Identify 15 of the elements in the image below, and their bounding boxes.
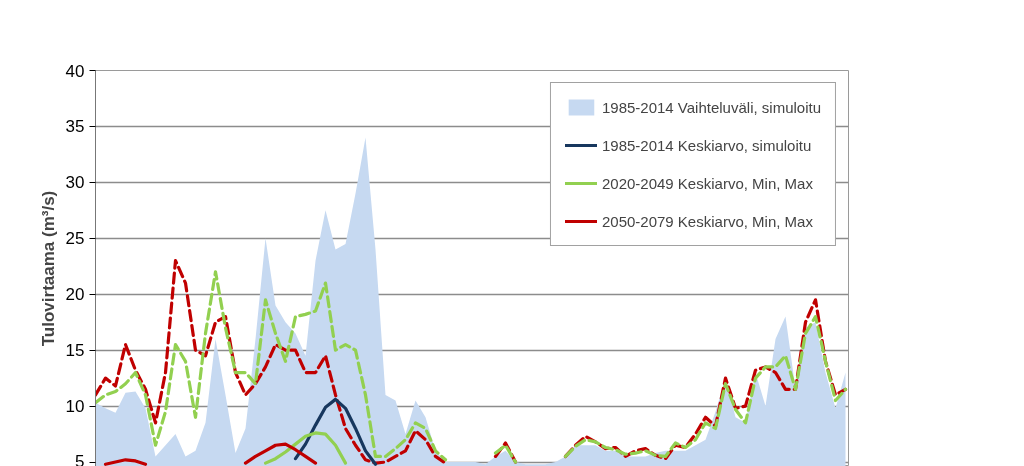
line-series (293, 397, 378, 466)
y-tick-label: 10 (65, 397, 85, 417)
legend-label: 2020-2049 Keskiarvo, Min, Max (601, 174, 813, 192)
y-tick-label: 5 (75, 451, 85, 466)
y-tick-label: 25 (65, 229, 85, 249)
y-tick-label: 20 (65, 285, 85, 305)
y-tick-label: 30 (65, 173, 85, 193)
legend-label: 2050-2079 Keskiarvo, Min, Max (601, 212, 813, 230)
legend-label: 1985-2014 Vaihteluväli, simuloitu (601, 98, 821, 116)
y-tick-label: 35 (65, 117, 85, 137)
legend-label: 1985-2014 Keskiarvo, simuloitu (601, 136, 812, 154)
line-series (263, 431, 348, 465)
y-tick-label: 15 (65, 341, 85, 361)
y-tick-label: 40 (65, 61, 85, 81)
y-axis-title: Tulovirtaama (m³/s) (38, 190, 58, 347)
